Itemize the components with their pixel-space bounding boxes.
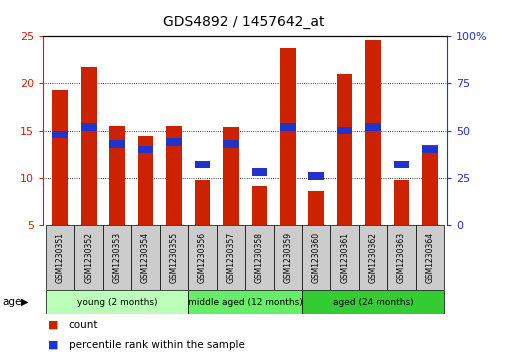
- Text: ▶: ▶: [21, 297, 29, 307]
- FancyBboxPatch shape: [387, 225, 416, 290]
- Bar: [52, 131, 68, 138]
- Bar: [81, 66, 97, 225]
- Text: GSM1230361: GSM1230361: [340, 232, 349, 283]
- FancyBboxPatch shape: [217, 225, 245, 290]
- FancyBboxPatch shape: [75, 225, 103, 290]
- Bar: [138, 146, 153, 153]
- Text: GSM1230353: GSM1230353: [113, 232, 121, 283]
- FancyBboxPatch shape: [302, 225, 330, 290]
- Text: GSM1230352: GSM1230352: [84, 232, 93, 283]
- Bar: [365, 123, 381, 131]
- Text: GSM1230363: GSM1230363: [397, 232, 406, 283]
- Bar: [195, 161, 210, 168]
- Bar: [422, 145, 438, 225]
- Text: count: count: [69, 320, 98, 330]
- Bar: [109, 126, 125, 225]
- Bar: [251, 186, 267, 225]
- Bar: [251, 168, 267, 176]
- Text: GSM1230358: GSM1230358: [255, 232, 264, 283]
- Bar: [166, 138, 182, 146]
- Bar: [422, 146, 438, 153]
- FancyBboxPatch shape: [245, 225, 273, 290]
- Text: GSM1230364: GSM1230364: [426, 232, 434, 283]
- Text: aged (24 months): aged (24 months): [333, 298, 414, 307]
- FancyBboxPatch shape: [132, 225, 160, 290]
- Bar: [308, 172, 324, 180]
- FancyBboxPatch shape: [330, 225, 359, 290]
- Bar: [280, 123, 296, 131]
- Text: middle aged (12 months): middle aged (12 months): [188, 298, 302, 307]
- FancyBboxPatch shape: [416, 225, 444, 290]
- Text: percentile rank within the sample: percentile rank within the sample: [69, 340, 244, 350]
- FancyBboxPatch shape: [46, 225, 75, 290]
- Bar: [52, 90, 68, 225]
- Text: GDS4892 / 1457642_at: GDS4892 / 1457642_at: [163, 15, 325, 29]
- Text: GSM1230357: GSM1230357: [227, 232, 235, 283]
- Bar: [365, 40, 381, 225]
- Bar: [394, 180, 409, 225]
- Bar: [337, 74, 353, 225]
- Text: GSM1230355: GSM1230355: [170, 232, 178, 283]
- Bar: [109, 140, 125, 148]
- Bar: [280, 48, 296, 225]
- Bar: [166, 126, 182, 225]
- Bar: [394, 161, 409, 168]
- Text: young (2 months): young (2 months): [77, 298, 157, 307]
- Bar: [195, 180, 210, 225]
- Bar: [308, 191, 324, 225]
- FancyBboxPatch shape: [302, 290, 444, 314]
- Bar: [223, 140, 239, 148]
- FancyBboxPatch shape: [273, 225, 302, 290]
- Text: GSM1230354: GSM1230354: [141, 232, 150, 283]
- Bar: [81, 123, 97, 131]
- Text: GSM1230356: GSM1230356: [198, 232, 207, 283]
- FancyBboxPatch shape: [160, 225, 188, 290]
- Bar: [223, 127, 239, 225]
- FancyBboxPatch shape: [188, 290, 302, 314]
- Text: age: age: [3, 297, 22, 307]
- Bar: [337, 127, 353, 134]
- Text: ■: ■: [48, 340, 59, 350]
- Text: GSM1230351: GSM1230351: [56, 232, 65, 283]
- FancyBboxPatch shape: [188, 225, 217, 290]
- Text: ■: ■: [48, 320, 59, 330]
- FancyBboxPatch shape: [46, 290, 188, 314]
- FancyBboxPatch shape: [103, 225, 132, 290]
- Text: GSM1230359: GSM1230359: [283, 232, 292, 283]
- FancyBboxPatch shape: [359, 225, 387, 290]
- Text: GSM1230362: GSM1230362: [369, 232, 377, 283]
- Text: GSM1230360: GSM1230360: [312, 232, 321, 283]
- Bar: [138, 136, 153, 225]
